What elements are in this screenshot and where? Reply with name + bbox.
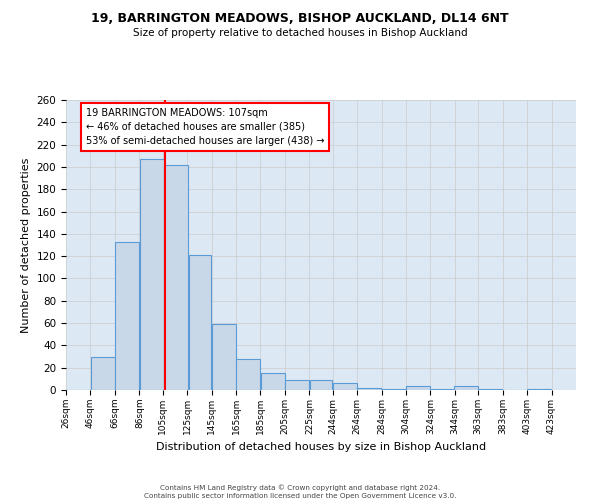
Text: 19, BARRINGTON MEADOWS, BISHOP AUCKLAND, DL14 6NT: 19, BARRINGTON MEADOWS, BISHOP AUCKLAND,…	[91, 12, 509, 26]
Bar	[115, 242, 139, 390]
Bar	[382, 389, 406, 390]
X-axis label: Distribution of detached houses by size in Bishop Auckland: Distribution of detached houses by size …	[156, 442, 486, 452]
Bar	[406, 386, 430, 390]
Bar	[164, 164, 188, 390]
Bar	[358, 388, 381, 390]
Text: Size of property relative to detached houses in Bishop Auckland: Size of property relative to detached ho…	[133, 28, 467, 38]
Bar	[212, 324, 236, 390]
Y-axis label: Number of detached properties: Number of detached properties	[21, 158, 31, 332]
Bar	[527, 389, 551, 390]
Bar	[478, 389, 502, 390]
Bar	[333, 384, 357, 390]
Bar	[91, 356, 115, 390]
Bar	[261, 374, 284, 390]
Bar	[285, 380, 309, 390]
Bar	[431, 389, 454, 390]
Text: Contains public sector information licensed under the Open Government Licence v3: Contains public sector information licen…	[144, 493, 456, 499]
Bar	[454, 386, 478, 390]
Bar	[188, 255, 211, 390]
Bar	[140, 159, 164, 390]
Bar	[310, 380, 332, 390]
Text: 19 BARRINGTON MEADOWS: 107sqm
← 46% of detached houses are smaller (385)
53% of : 19 BARRINGTON MEADOWS: 107sqm ← 46% of d…	[86, 108, 324, 146]
Bar	[236, 359, 260, 390]
Text: Contains HM Land Registry data © Crown copyright and database right 2024.: Contains HM Land Registry data © Crown c…	[160, 484, 440, 491]
